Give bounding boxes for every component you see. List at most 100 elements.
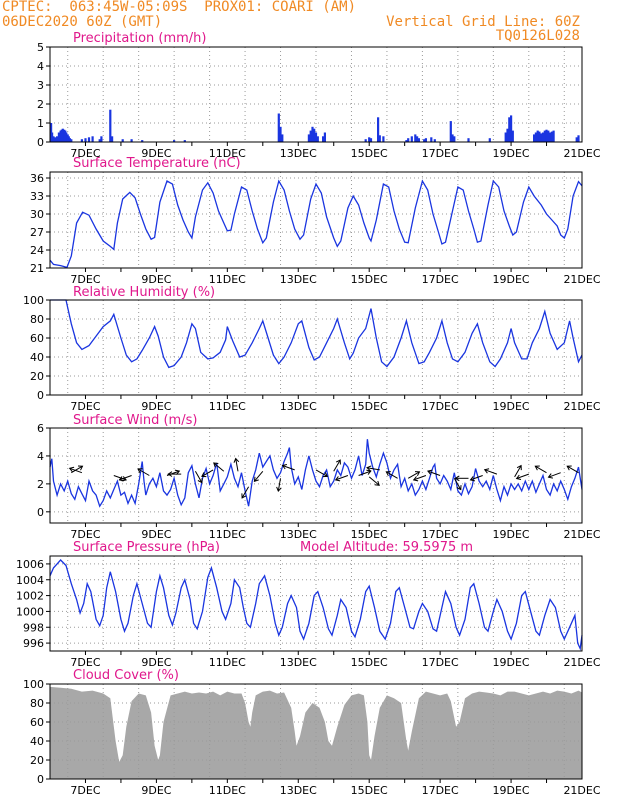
y-tick-label: 3 (37, 79, 44, 92)
x-tick-label: 9DEC (141, 147, 171, 160)
precip-bar (173, 140, 176, 142)
precip-bar (84, 138, 87, 142)
x-tick-label: 17DEC (422, 273, 459, 286)
y-tick-label: 996 (23, 637, 44, 650)
y-tick-label: 100 (23, 678, 44, 691)
y-tick-label: 5 (37, 41, 44, 54)
precip-bar (430, 137, 433, 143)
x-tick-label: 11DEC (209, 273, 246, 286)
precip-bar (54, 137, 57, 143)
precip-bar (410, 136, 413, 142)
wind-arrow-shaft (514, 465, 522, 478)
y-tick-label: 100 (23, 294, 44, 307)
y-tick-label: 21 (30, 262, 44, 275)
x-tick-label: 7DEC (70, 784, 100, 797)
wind-arrow (453, 478, 462, 491)
precip-bar (449, 121, 452, 142)
precip-bar (183, 140, 186, 142)
precip-bar (311, 126, 314, 142)
wind-arrow-head (534, 465, 540, 471)
x-tick-label: 11DEC (209, 656, 246, 669)
wind-arrow-shaft (277, 478, 281, 492)
wind-arrow (253, 470, 264, 483)
y-tick-label: 0 (37, 506, 44, 519)
header-model-code: TQ0126L028 (495, 28, 580, 44)
x-tick-label: 7DEC (70, 528, 100, 541)
y-tick-label: 1006 (16, 558, 44, 571)
y-tick-label: 30 (30, 208, 44, 221)
precip-bar (309, 130, 312, 142)
x-tick-label: 19DEC (493, 528, 530, 541)
wind-arrow (514, 464, 522, 478)
wind-arrow-shaft (368, 476, 380, 486)
wind-arrow (233, 457, 240, 472)
wind-arrow-shaft (213, 462, 225, 472)
wind-arrow-head (197, 478, 203, 484)
precip-bar (467, 138, 470, 142)
panel-title: Surface Pressure (hPa) (73, 540, 220, 555)
wind-arrow-head (118, 476, 124, 482)
precip-bar (313, 128, 316, 142)
x-tick-label: 19DEC (493, 784, 530, 797)
wind-arrow (334, 475, 349, 482)
panel-title: Surface Wind (m/s) (73, 413, 197, 428)
wind-arrow (515, 473, 529, 480)
precip-bar (369, 138, 373, 142)
y-tick-label: 6 (37, 422, 44, 435)
wind-arrow (68, 466, 83, 474)
wind-arrow-head (456, 485, 462, 491)
wind-arrow-head (366, 469, 372, 475)
x-tick-label: 13DEC (280, 147, 317, 160)
precip-bar (314, 132, 318, 142)
wind-arrow-shaft (453, 478, 462, 490)
wind-arrow-shaft (407, 471, 420, 479)
wind-arrow (454, 475, 469, 482)
x-tick-label: 17DEC (422, 528, 459, 541)
precip-bar (414, 134, 417, 142)
x-tick-label: 21DEC (563, 400, 600, 413)
wind-arrow-head (469, 476, 476, 482)
wind-arrow-shaft (282, 465, 295, 471)
wind-arrow (427, 469, 441, 476)
y-tick-label: 1000 (16, 605, 44, 618)
x-tick-label: 11DEC (209, 147, 246, 160)
precip-bar (70, 139, 73, 142)
wind-arrow-shaft (470, 475, 483, 481)
precip-bar (52, 136, 55, 142)
x-tick-label: 9DEC (141, 400, 171, 413)
wind-arrow-head (253, 476, 259, 483)
wind-arrow-head (385, 471, 391, 477)
x-tick-label: 7DEC (70, 273, 100, 286)
wind-arrow (566, 465, 579, 474)
wind-arrow (213, 462, 225, 472)
wind-arrow-shaft (566, 465, 579, 474)
precip-bar (547, 130, 550, 142)
wind-arrow (167, 471, 182, 477)
x-tick-label: 19DEC (493, 656, 530, 669)
precip-bar (577, 135, 580, 142)
series-line (49, 179, 583, 269)
y-tick-label: 36 (30, 172, 44, 185)
wind-arrow-head (322, 472, 329, 478)
y-tick-label: 1004 (16, 574, 44, 587)
y-tick-label: 1002 (16, 590, 44, 603)
y-tick-label: 40 (30, 351, 44, 364)
y-tick-label: 4 (37, 450, 44, 463)
wind-arrow (276, 478, 282, 493)
x-tick-label: 21DEC (563, 147, 600, 160)
precip-bar (60, 129, 63, 142)
x-tick-label: 15DEC (351, 273, 388, 286)
y-tick-label: 998 (23, 621, 44, 634)
precip-bar (511, 130, 514, 142)
wind-arrow-shaft (427, 470, 441, 476)
panel-0: 7DEC 9DEC 11DEC 13DEC 15DEC 17DEC 19DEC 21DEC 0 1… (37, 31, 601, 160)
wind-arrow-head (213, 462, 219, 468)
wind-arrow-shaft (241, 486, 250, 499)
precip-bar (552, 130, 555, 142)
wind-arrow (358, 469, 372, 476)
precip-bar (488, 138, 491, 142)
precip-bar (510, 115, 513, 142)
precip-bar (451, 134, 454, 142)
wind-arrow-shaft (315, 469, 328, 477)
panel-title: Relative Humidity (%) (73, 285, 215, 300)
